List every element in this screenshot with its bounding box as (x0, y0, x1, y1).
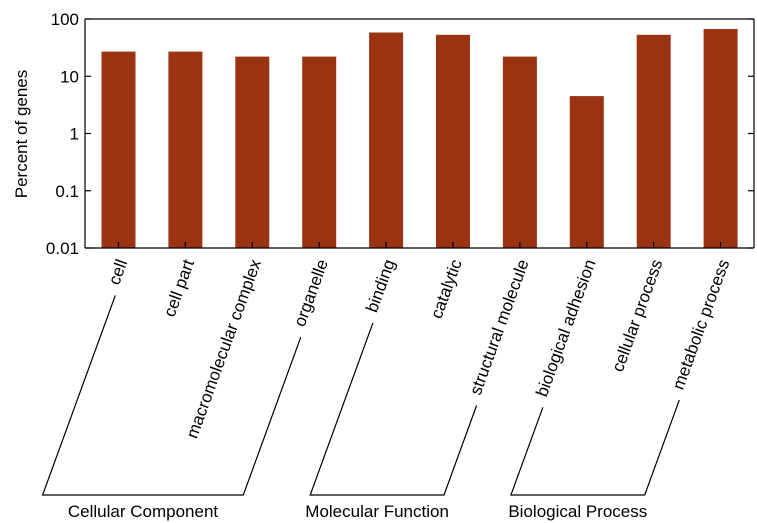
group-labels-layer: Cellular Component Molecular Function Biol… (68, 502, 647, 521)
y-tick-label: 0.1 (55, 182, 79, 201)
bar-catalytic (436, 34, 470, 248)
bar-binding (369, 32, 404, 248)
bar-structural-molecule (502, 56, 537, 248)
category-label: macromolecular complex (183, 256, 266, 441)
bar-macromolecular-complex (235, 56, 270, 248)
group-bracket (510, 399, 680, 496)
group-brackets-layer (41, 295, 680, 496)
group-label: Molecular Function (305, 502, 449, 521)
group-label: Biological Process (508, 502, 647, 521)
category-label: organelle (290, 257, 332, 329)
category-label: catalytic (427, 256, 466, 321)
y-ticks-layer: 0.01 0.1 1 10 100 (46, 10, 754, 258)
bar-cell-part (168, 51, 203, 248)
group-label: Cellular Component (68, 502, 219, 521)
category-label: binding (362, 257, 399, 315)
y-axis-title: Percent of genes (12, 70, 31, 199)
group-bracket (309, 322, 478, 496)
bar-cellular-process (636, 34, 671, 248)
y-tick-label: 1 (70, 125, 79, 144)
category-label: structural molecule (466, 257, 533, 398)
bar-metabolic-process (703, 29, 738, 248)
category-label: biological adhesion (532, 257, 599, 399)
bar-biological-adhesion (569, 96, 604, 248)
y-tick-label: 0.01 (46, 239, 79, 258)
bars-layer (101, 29, 738, 248)
category-label: cell (105, 257, 132, 287)
y-tick-label: 10 (60, 67, 79, 86)
bar-cell (101, 51, 136, 248)
category-label: cell part (160, 257, 198, 320)
category-label: cellular process (608, 257, 666, 374)
category-label: metabolic process (669, 257, 734, 392)
bar-organelle (302, 56, 337, 248)
y-tick-label: 100 (51, 10, 79, 29)
group-bracket (41, 295, 302, 496)
